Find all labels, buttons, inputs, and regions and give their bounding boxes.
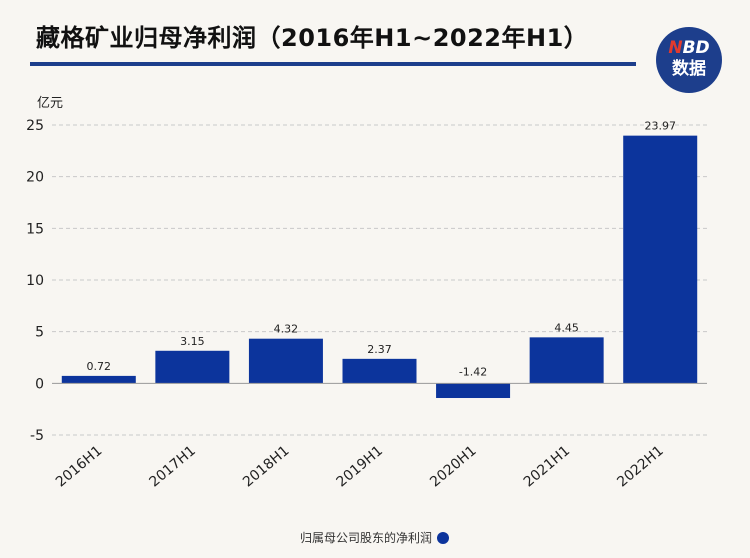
x-tick-label: 2021H1 [521, 443, 573, 491]
data-label: -1.42 [459, 365, 487, 378]
y-tick-label: 15 [26, 221, 44, 237]
y-tick-label: 5 [35, 325, 44, 341]
x-tick-label: 2019H1 [334, 443, 386, 491]
bar [436, 383, 511, 399]
legend-label: 归属母公司股东的净利润 [300, 531, 433, 545]
data-label: 2.37 [367, 343, 392, 356]
x-tick-label: 2022H1 [614, 443, 666, 491]
y-tick-label: 20 [26, 170, 44, 186]
x-tick-label: 2018H1 [240, 443, 292, 491]
y-tick-label: 0 [35, 376, 44, 392]
data-label: 3.15 [180, 335, 205, 348]
logo-accent-letter: N [668, 38, 683, 58]
y-tick-label: 25 [26, 118, 44, 134]
bar [248, 338, 323, 384]
data-label: 4.32 [274, 323, 299, 336]
legend: 归属母公司股东的净利润 [300, 529, 450, 546]
logo-subtext: 数据 [672, 59, 706, 79]
bar [529, 337, 604, 384]
data-label: 0.72 [87, 360, 112, 373]
bar [155, 350, 230, 384]
x-tick-label: 2017H1 [146, 443, 198, 491]
y-tick-label: -5 [30, 428, 44, 444]
bar [61, 375, 136, 384]
legend-swatch [437, 531, 450, 544]
bar [342, 358, 417, 384]
data-label: 4.45 [554, 321, 579, 334]
x-tick-label: 2020H1 [427, 443, 479, 491]
chart-title: 藏格矿业归母净利润（2016年H1~2022年H1） [36, 24, 589, 52]
x-tick-label: 2016H1 [53, 443, 105, 491]
data-label: 23.97 [644, 120, 676, 133]
y-axis-unit: 亿元 [37, 96, 64, 111]
nbd-logo: NBD 数据 [656, 27, 722, 93]
title-underline [30, 62, 636, 66]
bar [623, 135, 698, 384]
logo-letters: BD [682, 38, 710, 58]
y-tick-label: 10 [26, 273, 44, 289]
